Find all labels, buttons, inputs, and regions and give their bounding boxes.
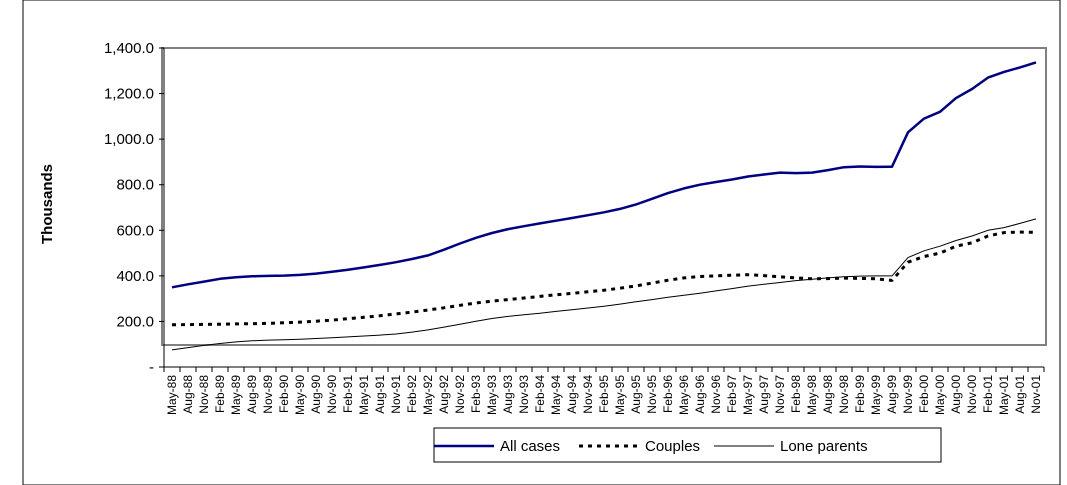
x-tick-label: Nov-95 bbox=[645, 375, 659, 414]
y-axis: - 200.0 400.0 600.0 800.0 1,000.0 1,200.0 1,400… bbox=[104, 40, 165, 376]
y-tick-label: 1,200.0 bbox=[104, 86, 154, 103]
x-tick-label: Aug-99 bbox=[885, 375, 899, 414]
x-tick-label: Nov-93 bbox=[517, 375, 531, 414]
legend-box bbox=[433, 427, 942, 463]
x-tick-label: Nov-90 bbox=[325, 375, 339, 414]
x-tick-label: May-94 bbox=[549, 375, 563, 415]
x-tick-label: Feb-97 bbox=[725, 375, 739, 413]
x-tick-label: May-01 bbox=[997, 375, 1011, 415]
legend-label: Lone parents bbox=[780, 438, 868, 455]
x-tick-label: Nov-98 bbox=[837, 375, 851, 414]
x-tick-label: May-96 bbox=[677, 375, 691, 415]
x-tick-label: Nov-94 bbox=[581, 375, 595, 414]
y-tick-label: 600.0 bbox=[116, 222, 154, 239]
y-tick-label: 1,000.0 bbox=[104, 131, 154, 148]
x-tick-label: May-88 bbox=[165, 375, 179, 415]
x-tick-label: Aug-91 bbox=[373, 375, 387, 414]
x-tick-label: Feb-89 bbox=[213, 375, 227, 413]
x-axis: May-88 Aug-88 Nov-88 Feb-89 May-89 Aug-89 Nov-… bbox=[163, 366, 1045, 415]
plot-area-border bbox=[161, 47, 1047, 346]
series-line-lone-parents bbox=[171, 218, 1037, 351]
x-tick-label: Aug-94 bbox=[565, 375, 579, 414]
x-tick-label: Feb-01 bbox=[981, 375, 995, 413]
x-tick-label: Nov-91 bbox=[389, 375, 403, 414]
y-axis-title: Thousands bbox=[39, 164, 56, 244]
legend: All cases Couples Lone parents bbox=[433, 427, 942, 463]
x-tick-label: Feb-93 bbox=[469, 375, 483, 413]
x-tick-label: May-92 bbox=[421, 375, 435, 415]
x-tick-label: Aug-97 bbox=[757, 375, 771, 414]
x-tick-label: Nov-97 bbox=[773, 375, 787, 414]
series-layer bbox=[171, 61, 1037, 351]
x-tick-label: Feb-98 bbox=[789, 375, 803, 413]
x-tick-label: Nov-89 bbox=[261, 375, 275, 414]
x-tick-label: Feb-90 bbox=[277, 375, 291, 413]
series-line-couples bbox=[171, 230, 1037, 327]
x-tick-label: May-00 bbox=[933, 375, 947, 415]
y-tick-label: 400.0 bbox=[116, 268, 154, 285]
x-tick-label: Aug-88 bbox=[181, 375, 195, 414]
x-tick-label: Feb-95 bbox=[597, 375, 611, 413]
x-tick-label: Nov-92 bbox=[453, 375, 467, 414]
y-tick-label: 200.0 bbox=[116, 313, 154, 330]
x-tick-label: May-98 bbox=[805, 375, 819, 415]
x-tick-label: Aug-00 bbox=[949, 375, 963, 414]
x-tick-label: Aug-92 bbox=[437, 375, 451, 414]
x-tick-label: Aug-90 bbox=[309, 375, 323, 414]
x-tick-label: Feb-92 bbox=[405, 375, 419, 413]
x-tick-label: Nov-00 bbox=[965, 375, 979, 414]
x-tick-label: May-93 bbox=[485, 375, 499, 415]
x-tick-label: Aug-96 bbox=[693, 375, 707, 414]
x-tick-label: Aug-01 bbox=[1013, 375, 1027, 414]
legend-label: All cases bbox=[500, 438, 560, 455]
chart-area-border bbox=[22, 0, 1061, 485]
x-tick-label: Nov-99 bbox=[901, 375, 915, 414]
x-tick-label: Nov-88 bbox=[197, 375, 211, 414]
x-tick-label: Aug-98 bbox=[821, 375, 835, 414]
x-tick-label: May-95 bbox=[613, 375, 627, 415]
y-tick-label: - bbox=[149, 359, 154, 376]
x-tick-label: May-99 bbox=[869, 375, 883, 415]
legend-label: Couples bbox=[645, 438, 700, 455]
x-tick-label: Feb-94 bbox=[533, 375, 547, 413]
x-tick-label: Nov-01 bbox=[1029, 375, 1043, 414]
y-tick-label: 800.0 bbox=[116, 177, 154, 194]
x-tick-label: Aug-93 bbox=[501, 375, 515, 414]
x-tick-label: Nov-96 bbox=[709, 375, 723, 414]
x-tick-label: May-90 bbox=[293, 375, 307, 415]
x-tick-label: May-91 bbox=[357, 375, 371, 415]
x-tick-label: May-97 bbox=[741, 375, 755, 415]
x-tick-label: Feb-99 bbox=[853, 375, 867, 413]
x-tick-label: Feb-96 bbox=[661, 375, 675, 413]
x-tick-label: Feb-91 bbox=[341, 375, 355, 413]
x-tick-label: Aug-89 bbox=[245, 375, 259, 414]
y-tick-label: 1,400.0 bbox=[104, 40, 154, 57]
x-tick-label: May-89 bbox=[229, 375, 243, 415]
x-tick-label: Feb-00 bbox=[917, 375, 931, 413]
x-tick-label: Aug-95 bbox=[629, 375, 643, 414]
series-line-all-cases bbox=[171, 61, 1037, 289]
